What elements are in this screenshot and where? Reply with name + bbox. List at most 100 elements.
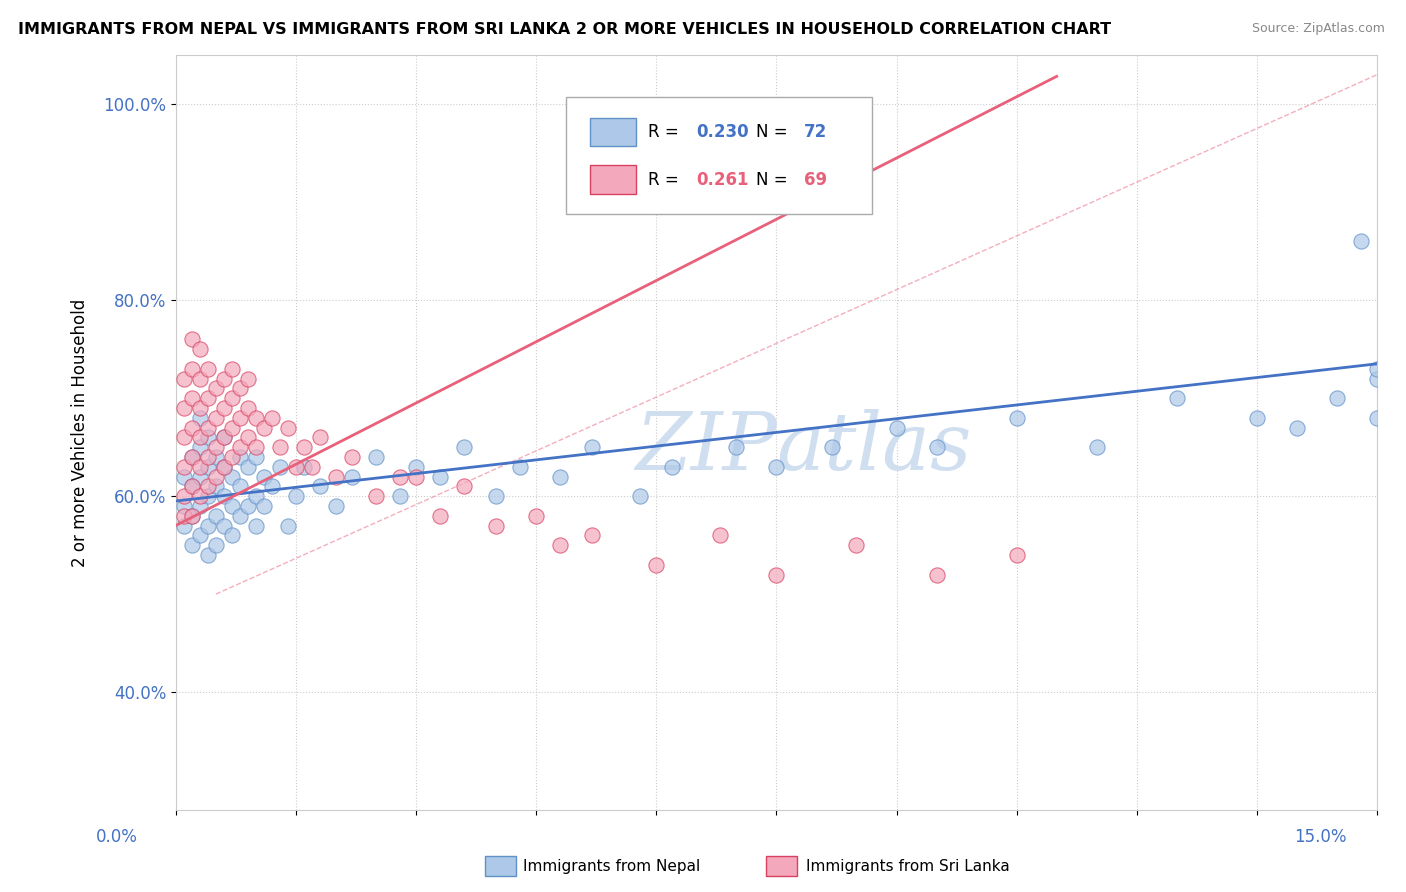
Point: [1365, 410, 1388, 425]
Point: [180, 332, 202, 346]
Point: [221, 469, 243, 483]
Point: [548, 469, 571, 483]
Point: [205, 469, 228, 483]
Point: [389, 489, 412, 503]
Point: [253, 499, 276, 513]
Point: [212, 518, 235, 533]
Text: 0.261: 0.261: [696, 171, 748, 189]
Point: [173, 459, 195, 474]
Point: [221, 391, 243, 405]
Point: [485, 518, 508, 533]
Point: [205, 381, 228, 395]
Point: [197, 489, 219, 503]
Point: [173, 508, 195, 523]
Text: 15.0%: 15.0%: [1295, 828, 1347, 846]
Point: [269, 440, 291, 454]
Point: [212, 371, 235, 385]
Point: [253, 420, 276, 434]
Point: [229, 440, 252, 454]
FancyBboxPatch shape: [591, 118, 636, 146]
Point: [173, 489, 195, 503]
Point: [188, 469, 211, 483]
Point: [245, 518, 267, 533]
Point: [197, 420, 219, 434]
Point: [212, 401, 235, 415]
Text: 72: 72: [804, 123, 827, 141]
Point: [485, 489, 508, 503]
Point: [1365, 361, 1388, 376]
Point: [205, 538, 228, 552]
Point: [509, 459, 531, 474]
Point: [292, 440, 315, 454]
Text: 0.0%: 0.0%: [96, 828, 138, 846]
Point: [212, 459, 235, 474]
Point: [236, 499, 259, 513]
Point: [453, 440, 475, 454]
Point: [197, 450, 219, 464]
Point: [548, 538, 571, 552]
Point: [173, 430, 195, 444]
Point: [245, 489, 267, 503]
Point: [292, 459, 315, 474]
Point: [180, 479, 202, 493]
Point: [845, 538, 868, 552]
Point: [236, 401, 259, 415]
Point: [309, 479, 332, 493]
Point: [1350, 235, 1372, 249]
Point: [188, 410, 211, 425]
Point: [173, 371, 195, 385]
Point: [188, 430, 211, 444]
Text: Immigrants from Nepal: Immigrants from Nepal: [523, 859, 700, 873]
Point: [301, 459, 323, 474]
Point: [709, 528, 731, 542]
FancyBboxPatch shape: [591, 166, 636, 194]
Point: [197, 430, 219, 444]
Point: [277, 518, 299, 533]
Point: [1005, 410, 1028, 425]
Point: [325, 469, 347, 483]
Point: [524, 508, 547, 523]
Point: [245, 440, 267, 454]
Point: [364, 450, 387, 464]
Point: [245, 410, 267, 425]
Point: [429, 508, 451, 523]
Point: [180, 450, 202, 464]
Point: [364, 489, 387, 503]
Point: [236, 371, 259, 385]
Point: [284, 459, 307, 474]
Point: [205, 410, 228, 425]
Point: [197, 391, 219, 405]
Point: [180, 508, 202, 523]
Point: [229, 508, 252, 523]
Text: ZIP: ZIP: [634, 409, 776, 486]
Point: [269, 459, 291, 474]
Point: [405, 459, 427, 474]
Point: [221, 450, 243, 464]
Point: [581, 528, 603, 542]
Point: [277, 420, 299, 434]
Point: [661, 459, 683, 474]
Point: [725, 440, 748, 454]
Text: N =: N =: [756, 123, 793, 141]
Text: atlas: atlas: [776, 409, 972, 486]
Point: [188, 371, 211, 385]
Point: [229, 381, 252, 395]
Point: [1166, 391, 1188, 405]
Point: [236, 430, 259, 444]
Point: [173, 469, 195, 483]
Point: [197, 459, 219, 474]
Point: [188, 528, 211, 542]
Point: [188, 342, 211, 356]
Point: [173, 499, 195, 513]
Point: [173, 518, 195, 533]
Point: [180, 538, 202, 552]
Point: [221, 528, 243, 542]
Point: [180, 361, 202, 376]
Point: [188, 459, 211, 474]
Text: R =: R =: [648, 171, 683, 189]
Point: [221, 420, 243, 434]
Point: [821, 440, 844, 454]
Text: 0.230: 0.230: [696, 123, 748, 141]
Point: [1005, 548, 1028, 562]
Text: Source: ZipAtlas.com: Source: ZipAtlas.com: [1251, 22, 1385, 36]
